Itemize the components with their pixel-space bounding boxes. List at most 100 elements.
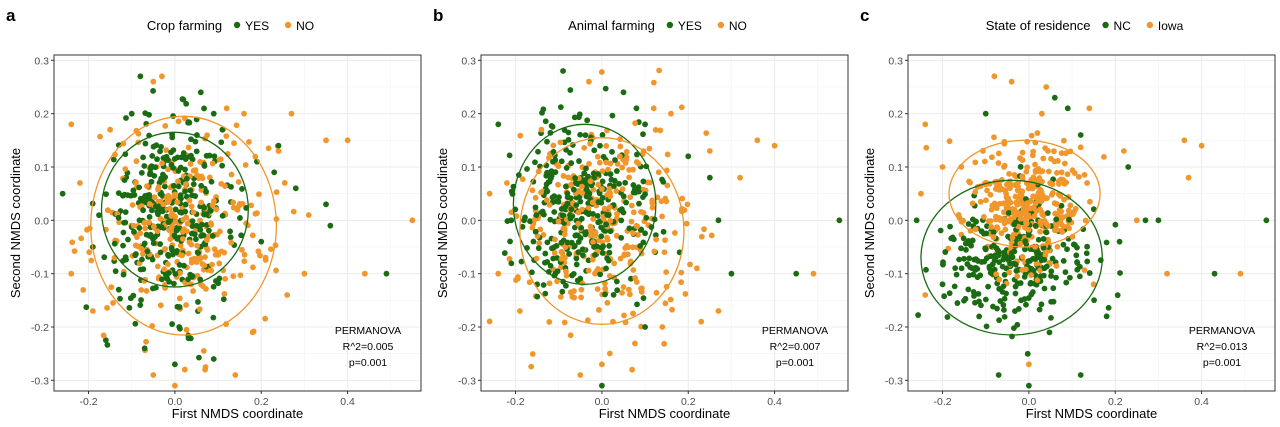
point-yes — [130, 187, 137, 194]
legend-label-yes: YES — [678, 19, 702, 33]
point-yes — [562, 183, 569, 190]
point-no — [232, 372, 239, 378]
point-yes — [127, 295, 134, 302]
point-iowa — [1084, 180, 1091, 186]
point-yes — [552, 157, 559, 163]
point-yes — [633, 105, 640, 112]
point-no — [633, 159, 640, 165]
point-yes — [154, 208, 161, 215]
point-no — [587, 233, 594, 239]
point-no — [209, 261, 215, 268]
point-yes — [518, 258, 525, 265]
point-yes — [170, 280, 177, 287]
point-yes — [141, 240, 148, 247]
point-yes — [167, 217, 174, 224]
point-yes — [185, 276, 192, 283]
point-no — [88, 257, 95, 264]
point-nc — [995, 372, 1002, 378]
point-no — [150, 223, 157, 230]
point-yes — [576, 158, 582, 164]
point-nc — [942, 249, 949, 255]
point-no — [528, 363, 535, 370]
point-nc — [976, 313, 983, 320]
point-yes — [122, 219, 129, 226]
point-no — [551, 236, 558, 243]
point-yes — [507, 238, 513, 245]
point-no — [516, 308, 523, 314]
point-yes — [219, 162, 226, 169]
point-no — [555, 218, 562, 225]
legend-key-no — [284, 21, 292, 29]
point-nc — [994, 305, 1000, 312]
x-axis-title: First NMDS coordinate — [172, 406, 303, 421]
point-yes — [144, 248, 151, 255]
point-no — [560, 225, 567, 232]
point-no — [199, 283, 206, 290]
point-no — [706, 148, 713, 154]
point-iowa — [1032, 167, 1039, 174]
point-yes — [122, 254, 129, 261]
point-yes — [506, 152, 513, 159]
point-nc — [1012, 290, 1019, 297]
point-no — [632, 275, 639, 281]
point-iowa — [1025, 226, 1032, 233]
point-yes — [609, 112, 616, 119]
point-no — [183, 326, 190, 333]
point-yes — [148, 178, 155, 185]
point-nc — [960, 235, 967, 242]
ellipse-no — [519, 137, 685, 325]
point-yes — [203, 188, 209, 195]
point-no — [171, 191, 178, 198]
point-iowa — [1066, 225, 1072, 232]
point-no — [611, 260, 618, 267]
point-yes — [572, 175, 579, 181]
point-iowa — [989, 154, 995, 161]
y-tick-label: 0.1 — [888, 162, 903, 174]
y-axis-title: Second NMDS coordinate — [862, 148, 877, 298]
point-yes — [508, 217, 515, 224]
point-nc — [1084, 258, 1091, 265]
point-no — [655, 169, 662, 176]
ellipse-nc — [920, 179, 1103, 336]
point-yes — [563, 282, 569, 289]
point-no — [237, 272, 244, 279]
point-nc — [982, 246, 989, 253]
point-no — [184, 220, 191, 227]
point-no — [188, 241, 195, 248]
point-nc — [1211, 270, 1218, 277]
point-yes — [210, 356, 217, 362]
point-no — [687, 261, 693, 268]
point-no — [249, 329, 256, 336]
point-no — [623, 148, 630, 155]
point-no — [529, 351, 536, 357]
point-yes — [189, 273, 196, 279]
point-iowa — [967, 179, 973, 186]
point-iowa — [992, 186, 999, 192]
point-yes — [166, 278, 173, 285]
point-no — [546, 319, 553, 325]
points — [59, 73, 416, 389]
point-no — [600, 215, 607, 222]
point-yes — [836, 217, 843, 224]
point-nc — [1048, 273, 1054, 279]
permanova-annotation: PERMANOVA — [762, 325, 828, 337]
point-no — [108, 284, 115, 291]
point-yes — [530, 238, 537, 245]
point-yes — [635, 184, 642, 191]
point-nc — [996, 317, 1002, 324]
point-no — [211, 246, 218, 253]
point-yes — [577, 131, 584, 138]
point-yes — [706, 174, 713, 181]
point-no — [160, 201, 167, 208]
point-no — [810, 270, 817, 277]
point-yes — [575, 114, 582, 121]
point-no — [290, 208, 297, 215]
point-yes — [219, 212, 226, 219]
point-yes — [590, 210, 596, 217]
point-nc — [1076, 273, 1083, 280]
point-nc — [961, 297, 967, 304]
point-no — [233, 122, 240, 129]
point-yes — [573, 255, 580, 262]
point-no — [175, 178, 181, 185]
point-yes — [549, 245, 555, 252]
